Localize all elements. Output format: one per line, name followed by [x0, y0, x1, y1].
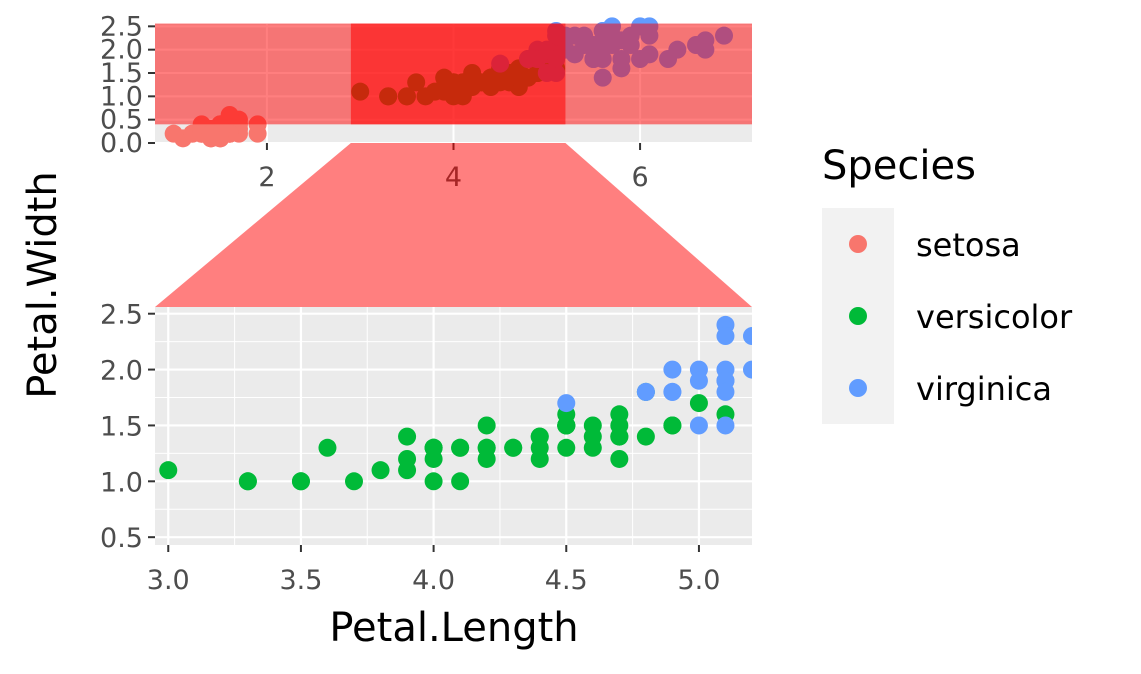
legend-label-setosa: setosa — [916, 226, 1021, 264]
overview-y-tick-label: 0.0 — [100, 128, 143, 159]
x-axis-title: Petal.Length — [329, 605, 578, 651]
overview-point-setosa — [164, 124, 183, 143]
point-versicolor — [345, 472, 363, 491]
overview-point-setosa — [201, 124, 220, 143]
zoom-connector — [155, 143, 752, 307]
point-versicolor — [451, 438, 470, 457]
legend-label-versicolor: versicolor — [916, 298, 1073, 336]
point-versicolor — [530, 449, 549, 468]
y-tick-label: 1.5 — [100, 411, 143, 442]
legend-key-virginica — [849, 379, 867, 397]
x-tick-label: 3.0 — [147, 565, 190, 596]
point-virginica — [743, 327, 752, 346]
legend-label-virginica: virginica — [916, 370, 1052, 408]
x-tick-label: 5.0 — [677, 565, 720, 596]
point-versicolor — [238, 472, 257, 491]
overview-y-tick-label: 2.0 — [100, 35, 143, 66]
y-axis-title: Petal.Width — [20, 171, 66, 399]
overview-panel: 0.00.51.01.52.02.5246 — [100, 11, 752, 193]
overview-x-tick-label: 6 — [631, 162, 648, 193]
point-versicolor — [318, 438, 337, 457]
point-virginica — [716, 416, 735, 435]
point-virginica — [636, 382, 655, 401]
legend-title: Species — [822, 143, 976, 189]
zoom-connector-shape — [155, 143, 752, 307]
y-tick-label: 2.0 — [100, 356, 143, 387]
point-versicolor — [689, 394, 708, 413]
overview-y-tick-label: 2.5 — [100, 11, 143, 42]
point-versicolor — [557, 438, 576, 457]
point-versicolor — [583, 427, 602, 446]
point-virginica — [689, 416, 708, 435]
y-tick-label: 2.5 — [100, 300, 143, 331]
point-virginica — [689, 371, 708, 390]
point-versicolor — [398, 449, 417, 468]
point-versicolor — [159, 461, 178, 480]
zoom-panel: 0.5 1.0 1.5 2.0 2.5 3.0 3.5 4.0 4.5 5.0 — [100, 300, 788, 596]
point-virginica — [663, 360, 682, 379]
point-versicolor — [610, 416, 629, 435]
point-virginica — [663, 382, 682, 401]
legend-key-versicolor — [849, 307, 867, 325]
point-virginica — [743, 360, 752, 379]
point-versicolor — [424, 472, 443, 491]
point-virginica — [716, 327, 735, 346]
legend: Species setosa versicolor virginica — [822, 143, 1073, 424]
point-virginica — [716, 382, 735, 401]
zoom-points — [159, 315, 788, 491]
point-versicolor — [398, 427, 417, 446]
point-virginica — [770, 327, 788, 345]
point-versicolor — [451, 472, 470, 491]
zoom-region-highlight — [350, 23, 566, 125]
point-versicolor — [610, 449, 629, 468]
y-tick-label: 1.0 — [100, 467, 143, 498]
point-versicolor — [504, 438, 523, 457]
overview-y-tick-label: 1.5 — [100, 58, 143, 89]
point-versicolor — [291, 472, 310, 491]
legend-key-setosa — [849, 235, 867, 253]
x-tick-label: 4.5 — [545, 565, 588, 596]
point-virginica — [770, 372, 788, 390]
y-tick-label: 0.5 — [100, 523, 143, 554]
point-versicolor — [424, 449, 443, 468]
x-tick-label: 4.0 — [412, 565, 455, 596]
overview-y-tick-label: 0.5 — [100, 105, 143, 136]
overview-y-tick-label: 1.0 — [100, 81, 143, 112]
x-tick-label: 3.5 — [279, 565, 322, 596]
overview-x-tick-label: 2 — [258, 162, 275, 193]
point-virginica — [557, 394, 576, 413]
point-versicolor — [663, 416, 682, 435]
point-versicolor — [477, 416, 496, 435]
point-versicolor — [371, 461, 390, 480]
point-versicolor — [477, 438, 496, 457]
point-versicolor — [636, 427, 655, 446]
